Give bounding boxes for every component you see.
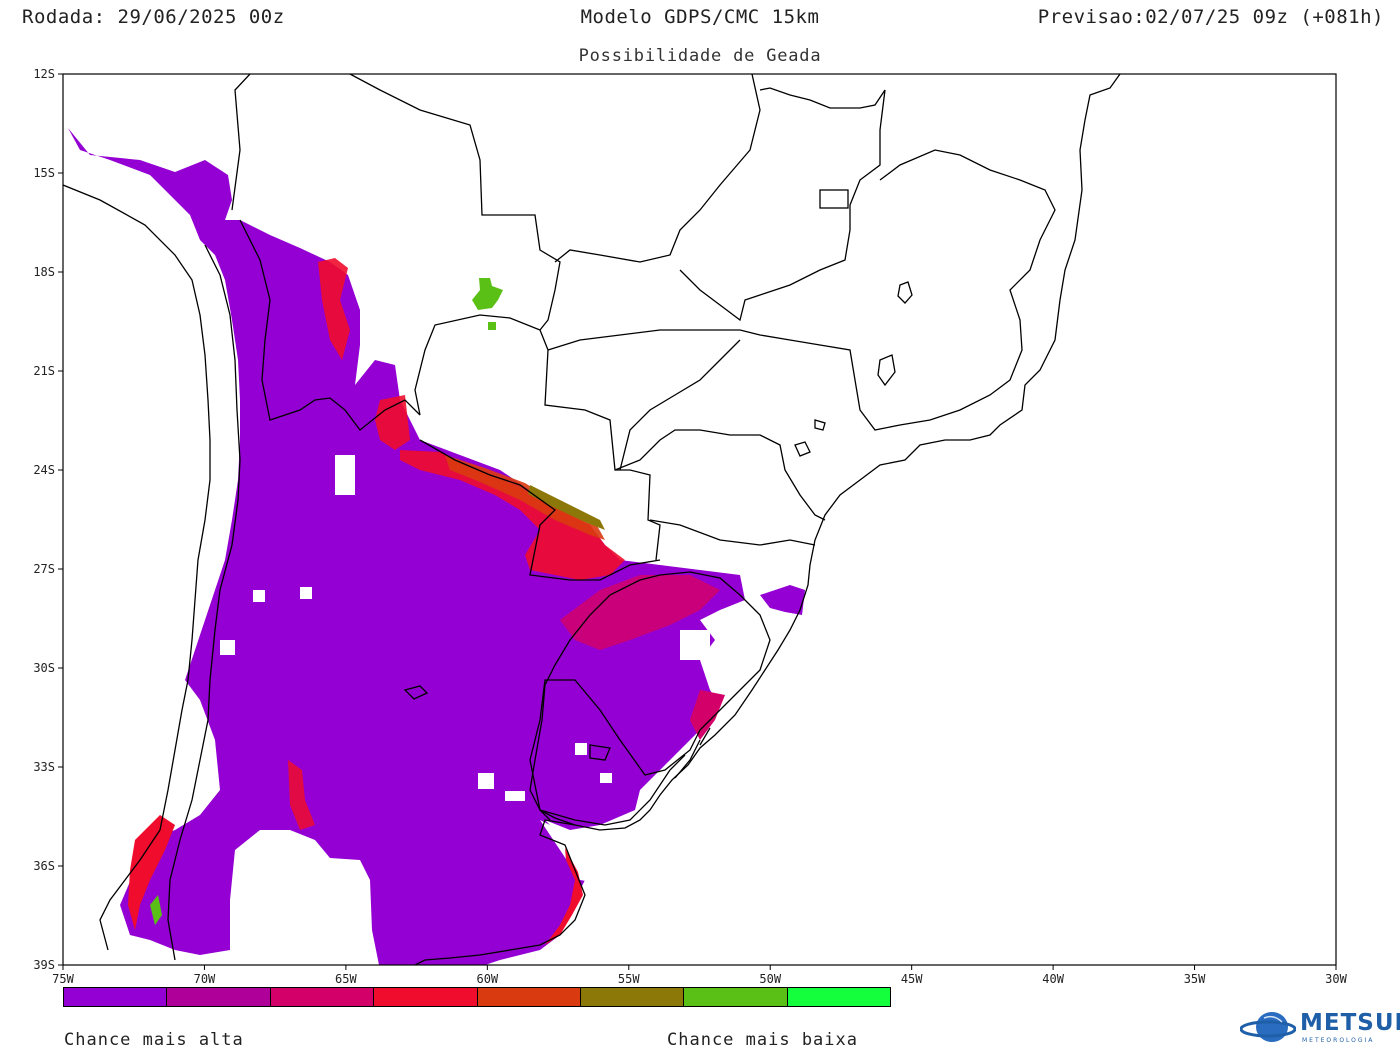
frost-edge-chile — [128, 815, 175, 930]
lat-tick-label: 33S — [33, 760, 55, 774]
run-date: Rodada: 29/06/2025 00z — [22, 6, 285, 28]
lat-tick-label: 27S — [33, 562, 55, 576]
border-brazil-states-5 — [649, 519, 816, 546]
border-brazil-states-2 — [679, 87, 886, 322]
lat-tick-label: 39S — [33, 958, 55, 972]
border-bolivia — [231, 74, 421, 431]
coastline-pacific — [63, 184, 211, 951]
lat-tick-label: 21S — [33, 364, 55, 378]
lake-3 — [794, 441, 811, 457]
legend-swatch — [684, 988, 788, 1006]
frost-edge-mid — [560, 575, 720, 650]
logo-text: METSUL — [1300, 1010, 1400, 1036]
lon-tick-label: 70W — [194, 972, 216, 986]
legend-swatch — [580, 988, 685, 1006]
frost-edge-north-2 — [445, 455, 605, 540]
border-rs — [529, 574, 671, 826]
coast-lagoon — [669, 727, 711, 779]
frost-edge-sc — [760, 585, 805, 615]
border-paraguay — [414, 314, 661, 561]
river-plate-estuary — [539, 809, 576, 826]
frost-edge-andes-2 — [375, 395, 410, 450]
frost-edge-andes — [318, 258, 350, 360]
lon-tick-label: 35W — [1184, 972, 1206, 986]
border-brazil-states-3 — [547, 149, 1056, 431]
forecast-time: Previsao:02/07/25 09z (+081h) — [1037, 6, 1384, 28]
border-bolivia-north — [349, 74, 561, 331]
lake-4 — [814, 419, 826, 431]
legend-swatch — [270, 988, 375, 1006]
frost-spot-green-chile — [150, 895, 162, 925]
lon-tick-label: 75W — [52, 972, 74, 986]
clear-area-south — [255, 852, 372, 965]
boundaries — [63, 74, 1121, 965]
frost-edge-olive — [528, 485, 605, 530]
latitude-axis: 12S 15S 18S 21S 24S 27S 30S 33S 36S 39S — [33, 67, 63, 972]
border-brazil-states-1 — [554, 74, 761, 263]
model-name: Modelo GDPS/CMC 15km — [580, 6, 820, 28]
frost-spot-green-small — [488, 322, 496, 330]
lat-tick-label: 30S — [33, 661, 55, 675]
lat-tick-label: 15S — [33, 166, 55, 180]
frost-edge-bay — [690, 690, 725, 740]
reservoir — [403, 685, 429, 700]
legend-swatch — [167, 988, 271, 1006]
lon-tick-label: 60W — [476, 972, 498, 986]
river-parana — [419, 439, 661, 581]
lake-2 — [877, 354, 896, 387]
border-andes — [167, 244, 241, 961]
border-argentina-uruguay — [529, 571, 771, 821]
globe-icon — [1240, 1012, 1296, 1042]
lon-tick-label: 30W — [1325, 972, 1347, 986]
frost-edge-patagonia — [288, 760, 315, 830]
color-legend — [63, 987, 891, 1007]
clear-area-uruguay — [540, 630, 900, 900]
longitude-axis: 75W 70W 65W 60W 55W 50W 45W 40W 35W 30W — [52, 965, 1348, 986]
frost-edge-coast — [545, 848, 583, 945]
lat-tick-label: 12S — [33, 67, 55, 81]
legend-swatch — [477, 988, 581, 1006]
border-brazil-states-6 — [619, 339, 741, 471]
border-brazil-states-4 — [614, 429, 826, 521]
lat-tick-label: 18S — [33, 265, 55, 279]
lon-tick-label: 50W — [759, 972, 781, 986]
lake-5 — [589, 744, 611, 761]
lake-1 — [897, 281, 913, 304]
map-title: Possibilidade de Geada — [578, 46, 822, 66]
legend-swatch — [374, 988, 478, 1006]
legend-low-label: Chance mais baixa — [667, 1030, 858, 1050]
lat-tick-label: 24S — [33, 463, 55, 477]
legend-high-label: Chance mais alta — [64, 1030, 244, 1050]
frost-area-main — [68, 128, 745, 965]
coastline-atlantic — [413, 74, 1121, 965]
metsul-logo: METSUL METEOROLOGIA — [1234, 1008, 1400, 1048]
district-federal — [819, 189, 849, 209]
legend-swatch — [64, 988, 168, 1006]
lon-tick-label: 65W — [335, 972, 357, 986]
lon-tick-label: 40W — [1042, 972, 1064, 986]
lon-tick-label: 45W — [901, 972, 923, 986]
frost-field — [68, 128, 900, 965]
legend-swatch — [787, 988, 890, 1006]
lon-tick-label: 55W — [618, 972, 640, 986]
frost-spot-green — [472, 278, 503, 310]
lat-tick-label: 36S — [33, 859, 55, 873]
frost-edge-north — [400, 450, 625, 580]
map-frame — [62, 73, 1337, 966]
logo-subtext: METEOROLOGIA — [1302, 1037, 1375, 1044]
